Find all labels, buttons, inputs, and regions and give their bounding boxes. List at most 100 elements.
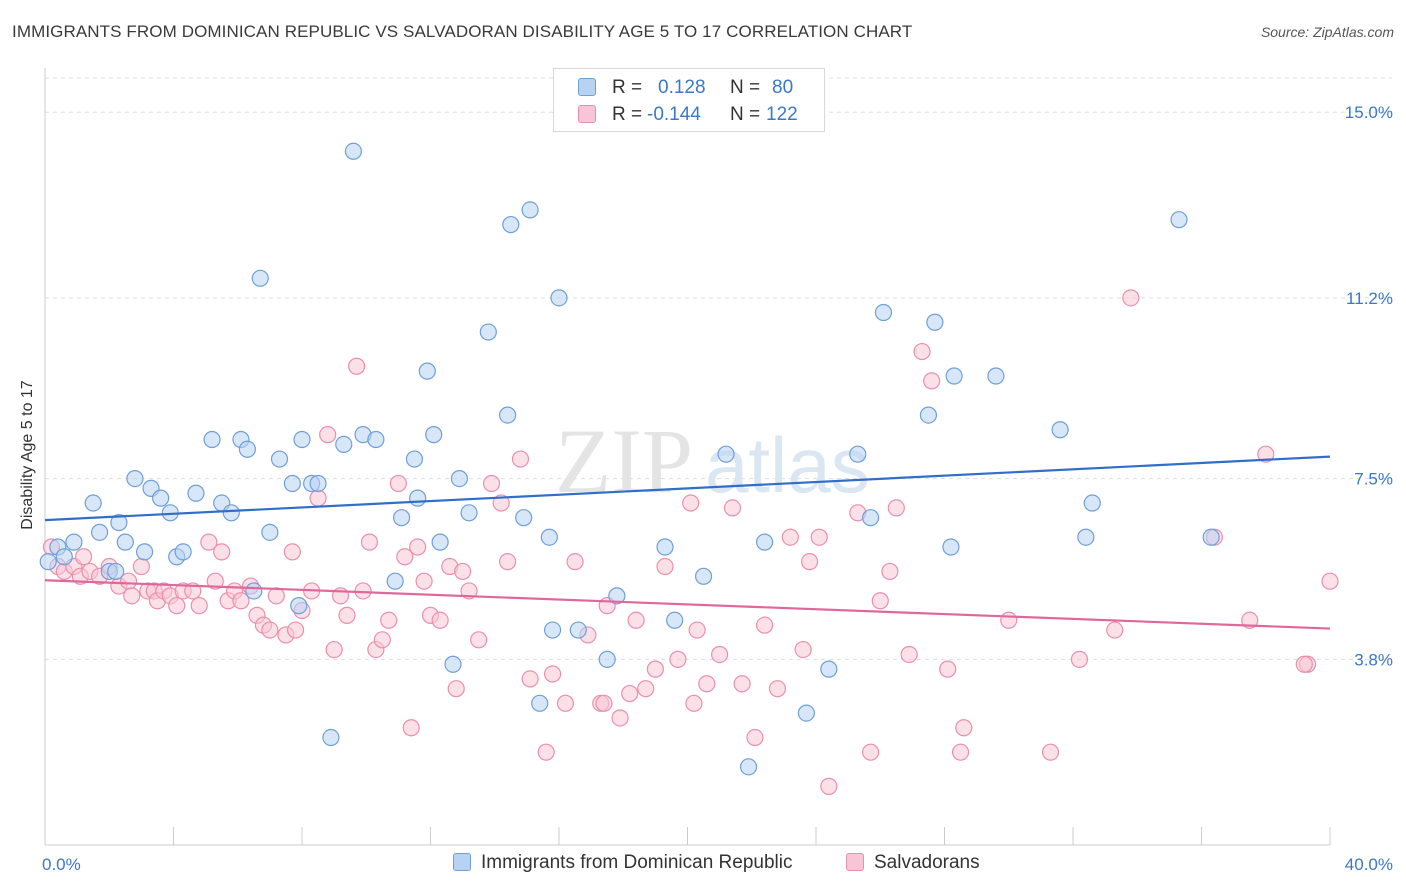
dominican-point: [91, 523, 109, 541]
dominican-point: [945, 367, 963, 385]
salvadoran-point: [685, 694, 703, 712]
dominican-point: [270, 450, 289, 468]
salvadoran-point: [373, 631, 391, 649]
salvadoran-point: [380, 611, 398, 629]
r-value: -0.144: [647, 104, 701, 125]
watermark-zip: ZIP: [555, 410, 693, 512]
salvadoran-point: [537, 743, 555, 761]
salvadoran-point: [1321, 572, 1339, 590]
salvadoran-point: [646, 660, 664, 678]
salvadoran-point: [913, 342, 931, 361]
salvadoran-point: [755, 616, 774, 634]
dominican-point: [107, 562, 125, 581]
dominican-point: [309, 474, 327, 493]
salvadoran-point: [733, 675, 751, 693]
dominican-point: [987, 367, 1005, 385]
gridlines: [45, 77, 1392, 660]
dominican-point: [550, 289, 568, 307]
salvadoran-point: [794, 640, 812, 659]
salvadoran-point: [723, 499, 742, 517]
salvadoran-point: [286, 621, 305, 639]
salvadoran-point: [521, 670, 539, 688]
y-tick-label: 15.0%: [1345, 103, 1393, 122]
salvadoran-point: [900, 645, 918, 664]
axes: [44, 68, 1331, 846]
dominican-point: [862, 509, 880, 527]
dominican-point: [135, 543, 154, 561]
salvadoran-point: [637, 680, 655, 698]
salvadoran-point: [415, 572, 433, 590]
salvadoran-point: [200, 533, 218, 551]
dominican-point: [874, 303, 893, 322]
dominican-point: [849, 445, 867, 463]
salvadoran-point: [402, 719, 420, 737]
legend-label-salvadoran: Salvadorans: [874, 852, 980, 873]
pink-swatch: [846, 853, 864, 871]
dominican-point: [203, 430, 221, 449]
dominican-point: [110, 513, 128, 532]
dominican-point: [322, 728, 340, 747]
dominican-point: [290, 597, 308, 615]
legend-item-dominican: Immigrants from Dominican Republic: [453, 852, 793, 874]
salvadoran-point: [168, 597, 186, 615]
salvadoran-point: [261, 621, 279, 639]
salvadoran-point: [682, 494, 700, 512]
salvadoran-point: [611, 709, 629, 727]
dominican-point: [187, 484, 205, 502]
dominican-point: [116, 533, 134, 551]
salvadoran-point: [800, 553, 819, 571]
stats-legend: R = 0.128 N = 80 R = -0.144 N = 122: [553, 68, 825, 132]
legend-item-salvadoran: Salvadorans: [846, 852, 980, 874]
dominican-point: [425, 426, 443, 444]
salvadoran-point: [656, 557, 674, 576]
dominican-point: [515, 509, 533, 527]
salvadoran-point: [627, 611, 645, 629]
legend-label-dominican: Immigrants from Dominican Republic: [481, 852, 793, 873]
dominican-point: [531, 694, 549, 712]
salvadoran-point: [887, 499, 905, 517]
salvadoran-point: [482, 474, 501, 493]
dominican-point: [418, 362, 436, 380]
watermark: ZIP atlas: [555, 410, 870, 512]
dominican-point: [335, 435, 353, 454]
salvadoran-point: [267, 587, 285, 605]
dominican-point: [1051, 421, 1069, 439]
salvadoran-point: [746, 728, 764, 747]
r-label: R =: [612, 104, 643, 125]
salvadoran-point: [698, 675, 716, 693]
dominican-point: [502, 215, 520, 234]
salvadoran-point: [123, 587, 141, 605]
dominican-point: [499, 406, 517, 424]
dominican-point: [797, 704, 815, 722]
salvadoran-point: [431, 611, 449, 629]
salvadoran-point: [1041, 743, 1060, 761]
salvadoran-trend-line: [44, 579, 1331, 630]
dominican-point: [820, 660, 838, 678]
salvadoran-point: [74, 548, 93, 566]
dominican-point: [386, 572, 404, 590]
salvadoran-point: [132, 557, 150, 576]
dominican-point: [293, 430, 311, 449]
y-tick-label: 7.5%: [1354, 470, 1393, 489]
salvadoran-point: [781, 528, 799, 546]
dominican-trend-line: [44, 455, 1331, 522]
salvadoran-point: [1106, 621, 1124, 639]
salvadoran-point: [338, 606, 356, 624]
dominican-point: [367, 430, 385, 449]
salvadoran-point: [283, 543, 301, 561]
salvadoran-point: [1122, 289, 1140, 307]
dominican-point: [479, 323, 497, 341]
dominican-point: [431, 533, 449, 551]
dominican-point: [409, 489, 427, 507]
dominican-point: [344, 142, 362, 160]
salvadoran-point: [595, 694, 613, 712]
salvadoran-point: [669, 650, 687, 668]
dominican-point: [84, 494, 102, 512]
dominican-point: [694, 567, 713, 585]
salvadoran-point: [499, 553, 517, 571]
dominican-point: [919, 406, 938, 424]
salvadoran-point: [688, 621, 706, 639]
dominican-point: [1170, 211, 1188, 229]
y-tick-label: 3.8%: [1354, 650, 1393, 669]
watermark-atlas: atlas: [705, 421, 870, 509]
